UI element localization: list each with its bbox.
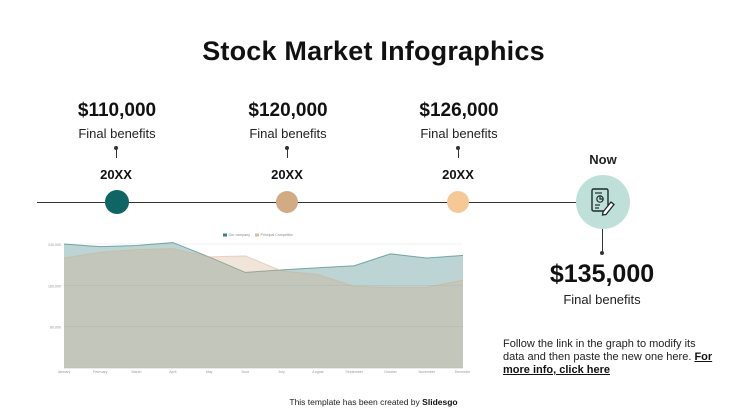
milestone-2-amount: $120,000 [248,100,328,121]
y-tick-label: 80,000 [50,326,61,330]
area-chart[interactable]: 80,000 160,000 240,000 January February March… [40,230,470,378]
milestone-2: $120,000 Final benefits [223,100,353,141]
milestone-2-marker [276,191,298,213]
now-amount: $135,000 [549,260,655,288]
note: Follow the link in the graph to modify i… [503,338,713,377]
milestone-1-label: Final benefits [78,126,156,141]
milestone-2-label: Final benefits [249,126,327,141]
footer-text: This template has been created by [289,397,420,407]
milestone-3-tick [458,146,459,158]
page-title: Stock Market Infographics [202,36,545,66]
x-tick-label: August [312,370,323,374]
milestone-3-marker [447,191,469,213]
timeline-line [37,202,602,203]
milestone-3-amount: $126,000 [419,100,499,121]
milestone-1-marker [105,190,129,214]
footer: This template has been created by Slides… [0,397,747,407]
x-tick-label: March [132,370,142,374]
document-chart-icon [591,188,615,216]
x-tick-label: May [206,370,213,374]
y-tick-label: 160,000 [48,284,61,288]
more-info-link[interactable]: For more info, click here [503,351,713,376]
milestone-2-year: 20XX [271,167,303,182]
milestone-2-tick [287,146,288,158]
milestone-1: $110,000 Final benefits [52,100,182,141]
milestone-3: $126,000 Final benefits [394,100,524,141]
x-tick-label: July [278,370,285,374]
x-tick-label: December [455,370,470,374]
milestone-1-amount: $110,000 [77,100,157,121]
y-tick-label: 240,000 [48,243,61,247]
x-tick-label: June [241,370,249,374]
milestone-1-tick [116,146,117,158]
series-line-1 [63,248,464,288]
now-marker [576,175,630,229]
now-connector [602,229,603,253]
x-tick-label: January [58,370,71,374]
x-tick-label: April [169,370,176,374]
milestone-3-year: 20XX [442,167,474,182]
milestone-1-year: 20XX [100,167,132,182]
series-area-0 [64,242,463,368]
now-label: Now [589,152,617,167]
series-area-1 [64,248,463,368]
x-tick-label: September [345,370,363,374]
note-text: Follow the link in the graph to modify i… [503,338,696,363]
x-tick-label: October [384,370,398,374]
now-connector-dot [600,251,604,255]
now-sub: Final benefits [563,292,641,307]
legend-label-1: Principal Competitor [261,233,294,237]
legend-label-0: Our company [229,233,251,237]
x-tick-label: February [93,370,108,374]
milestone-3-label: Final benefits [420,126,498,141]
x-tick-label: November [418,370,435,374]
series-line-0 [63,241,464,273]
legend-swatch-1 [255,233,259,237]
legend-swatch-0 [223,233,227,237]
footer-brand[interactable]: Slidesgo [422,397,458,407]
